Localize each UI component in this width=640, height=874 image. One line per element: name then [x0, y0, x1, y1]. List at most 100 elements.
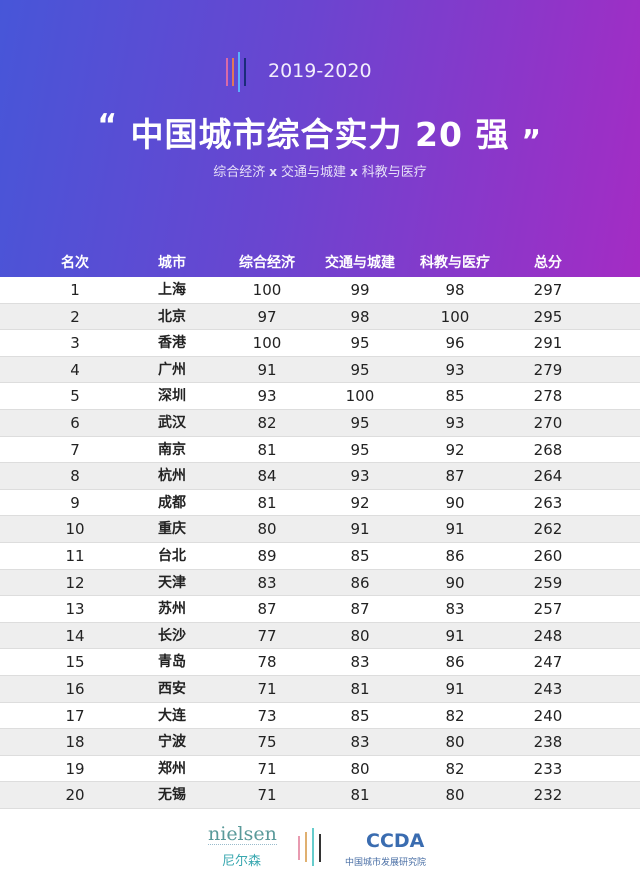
- cell-education: 87: [445, 467, 465, 486]
- cell-city: 台北: [158, 547, 186, 564]
- table-row: 14 长沙 77 80 91 248: [0, 622, 640, 650]
- cell-transport: 83: [350, 653, 370, 672]
- table-row: 11 台北 89 85 86 260: [0, 543, 640, 570]
- cell-total: 248: [533, 626, 563, 645]
- cell-transport: 81: [350, 786, 370, 805]
- cell-transport: 95: [350, 413, 370, 432]
- table-row: 16 西安 71 81 91 243: [0, 675, 640, 703]
- cell-education: 91: [445, 520, 465, 539]
- cell-city: 无锡: [158, 787, 186, 804]
- cell-city: 郑州: [158, 760, 186, 777]
- cell-economy: 84: [257, 467, 277, 486]
- cell-rank: 11: [65, 546, 85, 565]
- cell-city: 上海: [158, 282, 186, 298]
- table-row: 2 北京 97 98 100 295: [0, 303, 640, 331]
- cell-city: 天津: [158, 574, 186, 591]
- table-row: 17 大连 73 85 82 240: [0, 703, 640, 730]
- table-row: 6 武汉 82 95 93 270: [0, 409, 640, 437]
- cell-transport: 81: [350, 679, 370, 698]
- cell-total: 270: [533, 413, 563, 432]
- cell-economy: 71: [257, 759, 277, 778]
- table-row: 3 香港 100 95 96 291: [0, 330, 640, 357]
- cell-education: 82: [445, 759, 465, 778]
- cell-education: 80: [445, 733, 465, 752]
- column-header-city: 城市: [158, 255, 186, 271]
- cell-city: 香港: [158, 335, 186, 352]
- cell-total: 278: [533, 387, 563, 406]
- column-header-total: 总分: [534, 255, 562, 271]
- cell-rank: 16: [65, 679, 85, 698]
- cell-rank: 5: [70, 387, 80, 406]
- cell-city: 宁波: [158, 734, 186, 751]
- cell-transport: 99: [350, 281, 370, 299]
- cell-city: 重庆: [158, 521, 186, 538]
- cell-transport: 95: [350, 440, 370, 459]
- cell-city: 成都: [158, 494, 186, 511]
- column-header-economy: 综合经济: [239, 255, 295, 271]
- cell-rank: 3: [70, 334, 80, 353]
- cell-rank: 19: [65, 759, 85, 778]
- cell-economy: 100: [252, 281, 282, 299]
- cell-transport: 100: [345, 387, 375, 406]
- nielsen-cn: 尼尔森: [222, 854, 262, 869]
- cell-transport: 80: [350, 759, 370, 778]
- cell-education: 83: [445, 600, 465, 619]
- cell-total: 260: [533, 546, 563, 565]
- cell-economy: 77: [257, 626, 277, 645]
- cell-education: 85: [445, 387, 465, 406]
- column-header-education: 科教与医疗: [420, 255, 490, 271]
- cell-city: 长沙: [158, 627, 186, 644]
- cell-city: 深圳: [158, 388, 186, 405]
- cell-transport: 83: [350, 733, 370, 752]
- cell-economy: 91: [257, 360, 277, 379]
- cell-total: 263: [533, 493, 563, 512]
- cell-city: 大连: [158, 707, 186, 724]
- cell-total: 297: [533, 281, 563, 299]
- cell-economy: 87: [257, 600, 277, 619]
- table-row: 18 宁波 75 83 80 238: [0, 729, 640, 756]
- bars-logo-icon: [226, 52, 248, 92]
- cell-city: 苏州: [158, 601, 186, 618]
- hero-banner: 2019-2020 “ 中国城市综合实力 20 强 „ 综合经济 x 交通与城建 x 科…: [0, 0, 640, 277]
- table-row: 7 南京 81 95 92 268: [0, 437, 640, 464]
- cell-rank: 9: [70, 493, 80, 512]
- cell-education: 96: [445, 334, 465, 353]
- cell-economy: 80: [257, 520, 277, 539]
- cell-rank: 14: [65, 626, 85, 645]
- column-header-rank: 名次: [61, 255, 89, 271]
- cell-rank: 20: [65, 786, 85, 805]
- cell-education: 86: [445, 546, 465, 565]
- cell-rank: 7: [70, 440, 80, 459]
- cell-total: 243: [533, 679, 563, 698]
- footer: nielsen 尼尔森 CCDA 中国城市发展研究院: [0, 810, 640, 874]
- cell-rank: 13: [65, 600, 85, 619]
- table-row: 20 无锡 71 81 80 232: [0, 782, 640, 809]
- cell-total: 268: [533, 440, 563, 459]
- cell-education: 93: [445, 413, 465, 432]
- cell-city: 北京: [158, 308, 186, 325]
- cell-total: 232: [533, 786, 563, 805]
- cell-total: 291: [533, 334, 563, 353]
- table-row: 15 青岛 78 83 86 247: [0, 649, 640, 676]
- cell-economy: 71: [257, 786, 277, 805]
- cell-total: 240: [533, 706, 563, 725]
- page-title: “ 中国城市综合实力 20 强 „: [97, 108, 543, 154]
- cell-transport: 80: [350, 626, 370, 645]
- cell-economy: 93: [257, 387, 277, 406]
- cell-city: 广州: [158, 361, 186, 378]
- ccda-logo: CCDA: [366, 830, 425, 852]
- cell-rank: 6: [70, 413, 80, 432]
- cell-transport: 91: [350, 520, 370, 539]
- cell-economy: 83: [257, 573, 277, 592]
- cell-total: 259: [533, 573, 563, 592]
- cell-rank: 15: [65, 653, 85, 672]
- cell-education: 82: [445, 706, 465, 725]
- cell-education: 91: [445, 626, 465, 645]
- cell-rank: 17: [65, 706, 85, 725]
- cell-education: 98: [445, 281, 465, 299]
- cell-education: 90: [445, 573, 465, 592]
- cell-total: 279: [533, 360, 563, 379]
- table-row: 1 上海 100 99 98 297: [0, 277, 640, 304]
- table-body: 1 上海 100 99 98 297 2 北京 97 98 100 295 3 香港 100 95 96 291 4…: [0, 277, 640, 809]
- table-row: 9 成都 81 92 90 263: [0, 490, 640, 517]
